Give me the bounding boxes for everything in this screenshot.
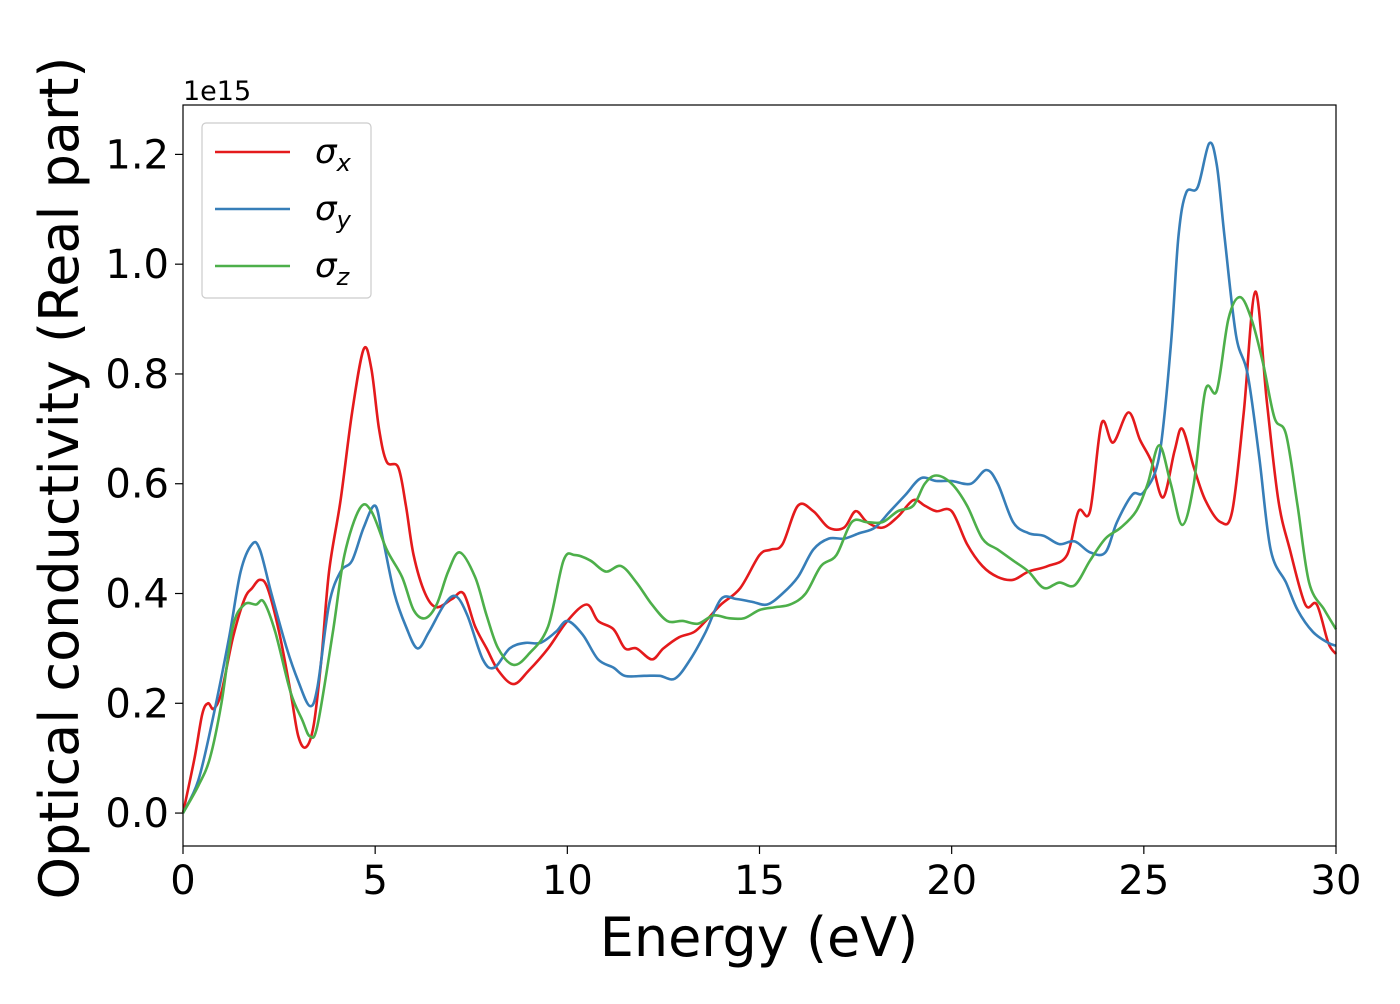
series-line-y xyxy=(181,141,1337,814)
plot-frame xyxy=(182,104,1337,847)
x-tick-label: 0 xyxy=(170,858,195,904)
y-tick-label: 0.2 xyxy=(105,681,169,727)
ticks-layer: 0 5 10 15 20 25 30 0.0 0.2 0.4 0.6 0.8 1.0 1.2 xyxy=(105,132,1361,904)
legend-entry-y: σy xyxy=(215,189,352,234)
x-axis-label: Energy (eV) xyxy=(600,906,919,969)
legend-symbol: σ xyxy=(315,246,338,286)
legend-subscript: y xyxy=(336,206,352,234)
legend-box xyxy=(201,122,372,299)
y-tick-label: 0.0 xyxy=(105,791,169,837)
legend-label: σz xyxy=(315,246,351,291)
legend-entry-x: σx xyxy=(215,132,352,177)
y-tick-label: 0.4 xyxy=(105,572,169,618)
y-offset-text: 1e15 xyxy=(183,76,251,107)
series-layer xyxy=(181,141,1338,814)
x-tick-label: 25 xyxy=(1118,858,1169,904)
x-tick-label: 20 xyxy=(926,858,977,904)
legend-subscript: x xyxy=(336,149,352,177)
x-tick-label: 30 xyxy=(1311,858,1362,904)
legend-entry-z: σz xyxy=(215,246,351,291)
legend-symbol: σ xyxy=(315,189,338,229)
legend-label: σx xyxy=(315,132,352,177)
legend-symbol: σ xyxy=(315,132,338,172)
y-tick-label: 0.6 xyxy=(105,462,169,508)
legend-subscript: z xyxy=(336,263,351,291)
legend-label: σy xyxy=(315,189,352,234)
y-axis-label: Optical conductivity (Real part) xyxy=(28,57,91,900)
y-tick-label: 1.0 xyxy=(105,242,169,288)
x-tick-label: 15 xyxy=(734,858,785,904)
y-tick-label: 0.8 xyxy=(105,352,169,398)
x-tick-label: 5 xyxy=(362,858,387,904)
series-line-z xyxy=(181,295,1338,814)
x-tick-label: 10 xyxy=(542,858,593,904)
y-tick-label: 1.2 xyxy=(105,132,169,178)
